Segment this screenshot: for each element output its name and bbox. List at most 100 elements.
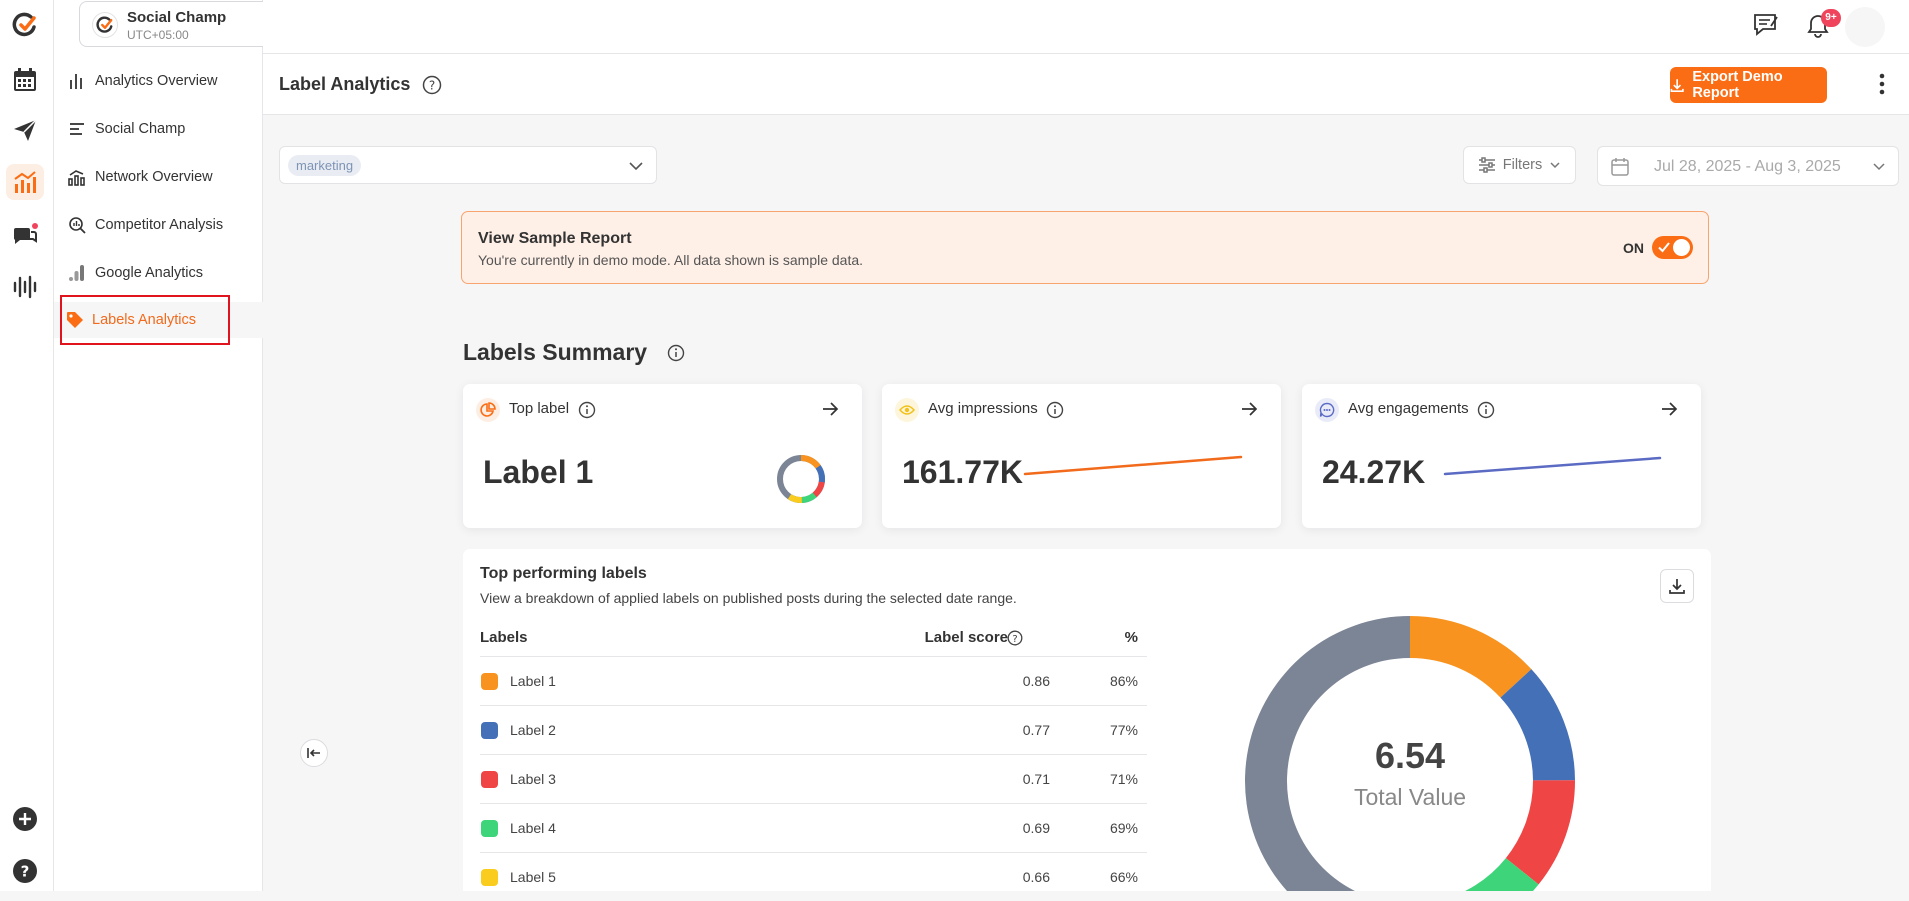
donut-slice-other: [1245, 616, 1410, 891]
row-percent: 66%: [1109, 869, 1138, 885]
sidebar-item-label: Analytics Overview: [95, 73, 218, 89]
collapse-sidebar-button[interactable]: [300, 739, 328, 767]
arrow-right-icon[interactable]: [1660, 400, 1678, 418]
card-title: Avg engagements: [1348, 400, 1469, 417]
help-icon[interactable]: ?: [10, 856, 40, 886]
avg-impressions-card[interactable]: Avg impressions 161.77K: [882, 384, 1281, 528]
send-icon[interactable]: [10, 115, 40, 145]
card-value: Label 1: [483, 454, 594, 490]
network-chart-icon: [68, 170, 85, 186]
row-label: Label 5: [510, 869, 556, 885]
top-performing-labels-panel: Top performing labels View a breakdown o…: [463, 549, 1711, 891]
row-score: 0.86: [1022, 673, 1050, 689]
mini-donut-chart: [777, 455, 825, 503]
donut-slice-1: [1410, 616, 1532, 698]
table-row: Label 5 0.66 66%: [480, 852, 1147, 901]
collapse-left-icon: [307, 748, 320, 758]
download-icon: [1670, 78, 1684, 92]
notes-icon[interactable]: [1753, 12, 1779, 36]
more-options-icon[interactable]: [1878, 72, 1886, 96]
magnifier-chart-icon: [69, 217, 86, 234]
label-color-swatch: [481, 722, 498, 739]
notification-badge: 9+: [1821, 9, 1841, 27]
column-header-percent: %: [1124, 629, 1138, 646]
inbox-chat-icon[interactable]: [10, 220, 40, 250]
banner-title: View Sample Report: [478, 230, 632, 247]
svg-text:?: ?: [1012, 634, 1017, 645]
label-color-swatch: [481, 869, 498, 886]
card-title: Avg impressions: [928, 400, 1038, 417]
bar-chart-icon: [70, 74, 82, 89]
row-label: Label 4: [510, 820, 556, 836]
column-header-label-score: Label score: [924, 629, 1008, 646]
audio-wave-icon[interactable]: [10, 272, 40, 302]
label-select[interactable]: marketing: [279, 146, 657, 184]
toggle-state-label: ON: [1623, 240, 1644, 256]
sidebar-item-google-analytics[interactable]: Google Analytics: [54, 255, 263, 291]
sample-report-toggle[interactable]: [1652, 236, 1693, 259]
sample-report-banner: View Sample Report You're currently in d…: [461, 211, 1709, 284]
chevron-down-icon: [629, 162, 643, 171]
arrow-right-icon[interactable]: [1240, 400, 1258, 418]
sidebar-item-competitor-analysis[interactable]: Competitor Analysis: [54, 207, 263, 243]
engagement-chat-icon: [1315, 398, 1339, 422]
sidebar-item-social-champ[interactable]: Social Champ: [54, 111, 263, 147]
list-lines-icon: [70, 123, 84, 135]
table-row: Label 2 0.77 77%: [480, 705, 1147, 754]
app-rail: ?: [0, 0, 54, 891]
app-logo-icon[interactable]: [10, 10, 40, 40]
arrow-right-icon[interactable]: [821, 400, 839, 418]
table-row: Label 3 0.71 71%: [480, 754, 1147, 803]
info-icon[interactable]: [667, 344, 685, 362]
info-icon[interactable]: [1046, 401, 1064, 419]
help-circle-icon[interactable]: ?: [422, 75, 442, 95]
info-icon[interactable]: [1477, 401, 1495, 419]
download-button[interactable]: [1660, 569, 1694, 603]
row-label: Label 3: [510, 771, 556, 787]
donut-total-value: 6.54: [1375, 735, 1445, 776]
workspace-name: Social Champ: [127, 9, 227, 26]
donut-total-label: Total Value: [1354, 784, 1466, 810]
table-row: Label 4 0.69 69%: [480, 803, 1147, 852]
donut-slice-2: [1500, 669, 1575, 781]
avatar[interactable]: [1845, 7, 1885, 47]
panel-subtitle: View a breakdown of applied labels on pu…: [480, 590, 1017, 606]
sidebar-item-network-overview[interactable]: Network Overview: [54, 159, 263, 195]
filters-label: Filters: [1502, 157, 1543, 173]
donut-slice-3: [1505, 780, 1575, 885]
sidebar-item-label: Competitor Analysis: [95, 217, 224, 233]
impressions-sparkline: [1023, 455, 1243, 476]
sidebar-item-label: Labels Analytics: [92, 312, 196, 328]
row-score: 0.66: [1022, 869, 1050, 885]
section-title: Labels Summary: [463, 339, 648, 365]
analytics-icon[interactable]: [6, 164, 44, 200]
row-label: Label 1: [510, 673, 556, 689]
sidebar-item-label: Social Champ: [95, 121, 186, 137]
export-demo-report-button[interactable]: Export Demo Report: [1670, 67, 1827, 103]
date-range-picker[interactable]: Jul 28, 2025 - Aug 3, 2025: [1597, 146, 1899, 186]
avg-engagements-card[interactable]: Avg engagements 24.27K: [1302, 384, 1701, 528]
top-label-card[interactable]: Top label Label 1: [463, 384, 862, 528]
info-icon[interactable]: [578, 401, 596, 419]
row-score: 0.69: [1022, 820, 1050, 836]
calendar-icon: [1611, 158, 1629, 176]
label-color-swatch: [481, 820, 498, 837]
banner-subtitle: You're currently in demo mode. All data …: [478, 252, 864, 268]
card-value: 161.77K: [902, 454, 1023, 490]
check-icon: [1658, 242, 1670, 253]
card-title: Top label: [509, 400, 570, 417]
row-percent: 71%: [1109, 771, 1138, 787]
filters-button[interactable]: Filters: [1463, 146, 1576, 184]
add-icon[interactable]: [10, 804, 40, 834]
top-bar: 9+: [263, 0, 1909, 54]
svg-text:?: ?: [21, 863, 30, 881]
labels-donut-chart: 6.54 Total Value: [1245, 616, 1575, 891]
row-score: 0.77: [1022, 722, 1050, 738]
label-color-swatch: [481, 771, 498, 788]
calendar-icon[interactable]: [10, 65, 40, 95]
chevron-down-icon: [1550, 162, 1560, 169]
selected-label-tag: marketing: [288, 155, 362, 176]
page-header: Label Analytics ? Export Demo Report: [263, 54, 1909, 115]
sidebar-item-analytics-overview[interactable]: Analytics Overview: [54, 63, 263, 99]
help-circle-icon[interactable]: ?: [1007, 630, 1023, 646]
